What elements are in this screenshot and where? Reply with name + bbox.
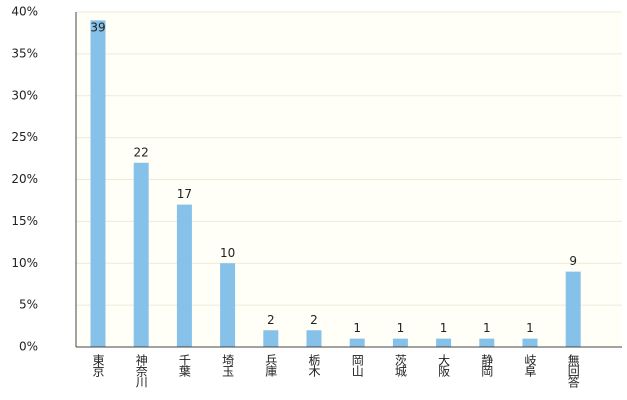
x-tick-label: 岡山	[350, 354, 364, 377]
data-label: 22	[134, 145, 149, 159]
x-tick-label: 茨城	[393, 354, 407, 378]
data-label: 2	[267, 313, 275, 327]
x-tick-label: 東京	[91, 354, 105, 378]
x-tick-label: 千葉	[177, 354, 191, 377]
x-tick-label: 大阪	[437, 354, 451, 378]
data-label: 1	[353, 321, 361, 335]
x-tick-label: 静岡	[480, 354, 494, 377]
y-tick-label: 35%	[11, 46, 38, 60]
data-label: 1	[526, 321, 534, 335]
bar	[522, 338, 538, 347]
y-tick-label: 5%	[19, 298, 38, 312]
bar	[436, 338, 452, 347]
bar	[133, 162, 149, 347]
bar	[392, 338, 408, 347]
x-tick-label: 兵庫	[264, 354, 278, 378]
data-label: 1	[397, 321, 405, 335]
y-tick-label: 20%	[11, 172, 38, 186]
bar	[565, 271, 581, 347]
data-label: 39	[90, 21, 105, 35]
bar	[263, 330, 279, 347]
data-label: 2	[310, 313, 318, 327]
data-label: 1	[483, 321, 491, 335]
bar	[306, 330, 322, 347]
x-tick-label: 岐阜	[523, 354, 537, 377]
x-tick-label: 栃木	[307, 354, 321, 377]
y-tick-label: 15%	[11, 214, 38, 228]
x-tick-label: 埼玉	[221, 354, 235, 376]
y-tick-label: 30%	[11, 88, 38, 102]
bar	[479, 338, 495, 347]
y-tick-label: 0%	[19, 340, 38, 354]
data-label: 17	[177, 187, 192, 201]
x-tick-label: 神奈川	[134, 354, 148, 388]
data-label: 9	[569, 254, 577, 268]
y-tick-label: 10%	[11, 256, 38, 270]
data-label: 1	[440, 321, 448, 335]
bar	[176, 204, 192, 347]
bar	[349, 338, 365, 347]
data-label: 10	[220, 246, 235, 260]
y-tick-label: 25%	[11, 130, 38, 144]
y-tick-label: 40%	[11, 5, 38, 19]
x-tick-label: 無回答	[566, 353, 580, 389]
bar	[90, 20, 106, 347]
bar	[220, 263, 236, 347]
